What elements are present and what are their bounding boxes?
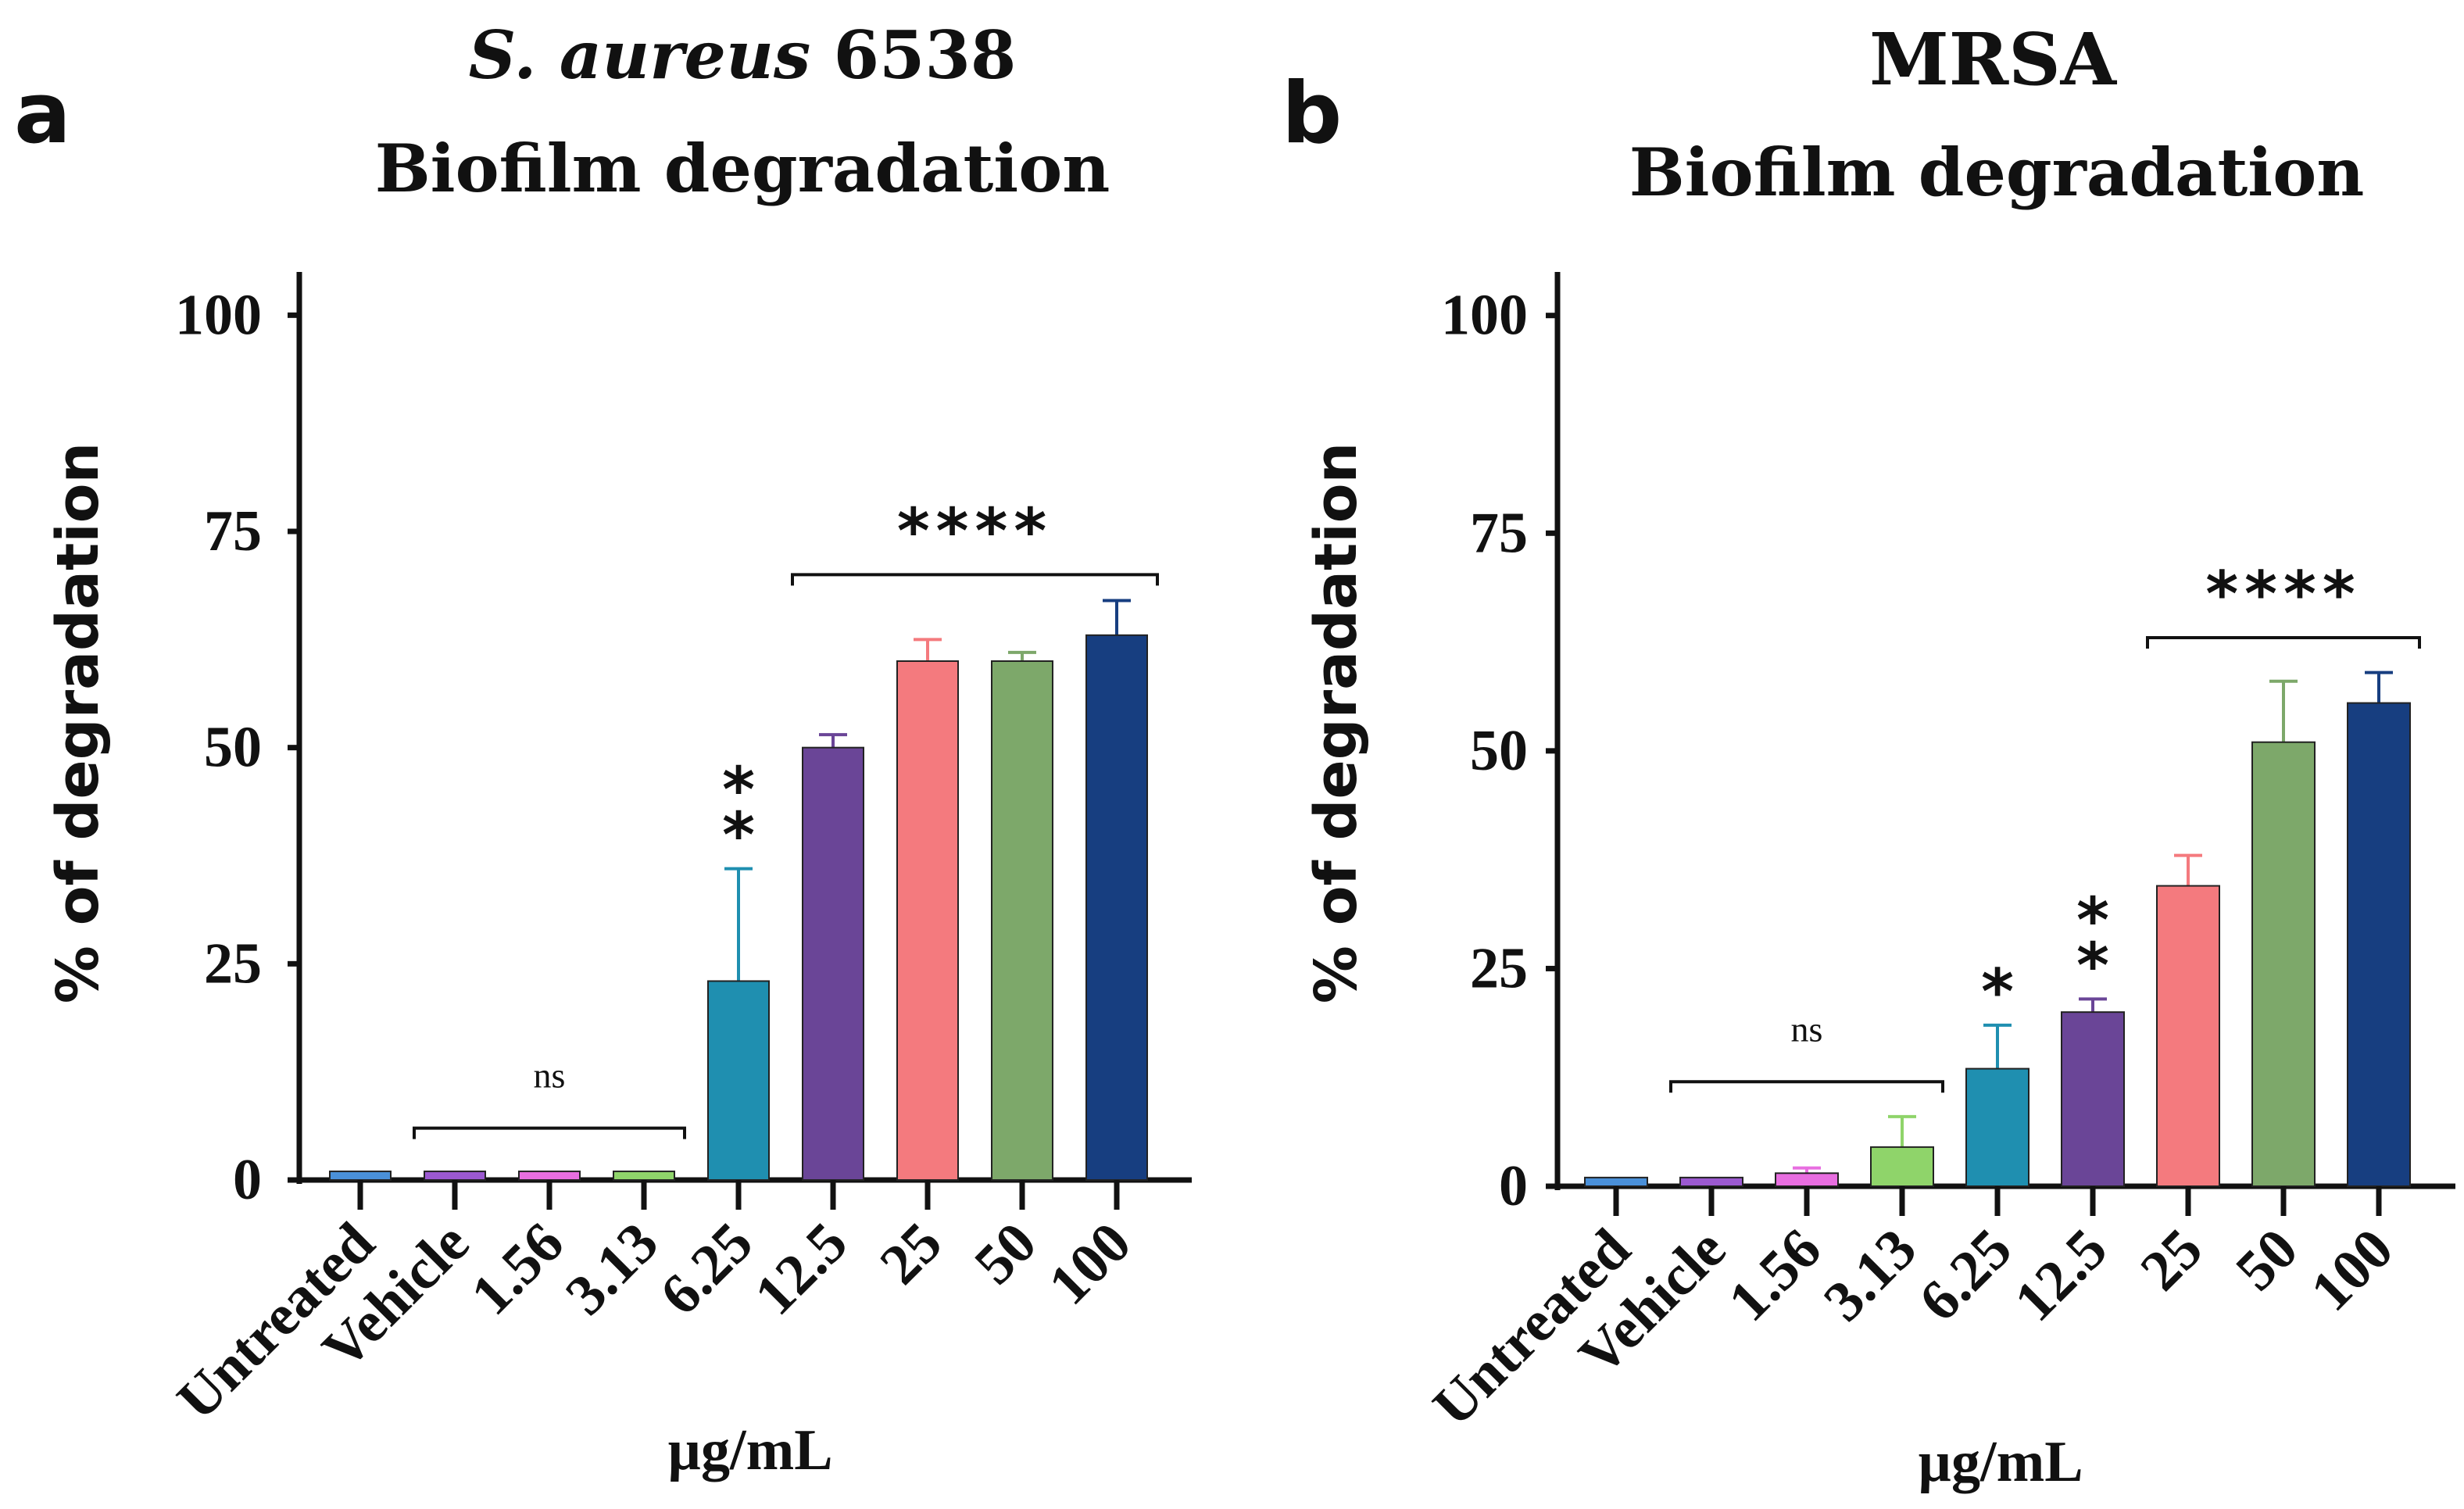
panel-b-bracket-label: ns <box>1791 1009 1823 1049</box>
panel-a-plot: 0255075100UntreatedVehicle1.563.136.2512… <box>165 272 1192 1432</box>
panel-a-significance-star: * <box>722 754 755 827</box>
panel-a-bar <box>518 1170 581 1182</box>
panel-b-bar <box>2061 1011 2125 1187</box>
panel-b-x-tick-label: 50 <box>2224 1217 2310 1303</box>
panel-b-x-tick-label: 100 <box>2299 1217 2405 1323</box>
panel-a-bar <box>991 660 1053 1181</box>
panel-a-bracket <box>413 1126 686 1139</box>
panel-a-y-tick-label: 25 <box>204 932 262 996</box>
panel-a-x-tick-label: 6.25 <box>648 1210 765 1328</box>
panel-b-bar <box>1775 1172 1839 1188</box>
panel-b-x-tick-label: 3.13 <box>1811 1217 1929 1334</box>
panel-b-x-axis-label: µg/mL <box>1918 1430 2083 1494</box>
panel-b-bar <box>2347 702 2411 1187</box>
panel-b-y-tick-label: 50 <box>1470 719 1528 783</box>
panel-a-title-rest: 6538 <box>810 16 1016 94</box>
panel-b-significance-star: * <box>2076 929 2109 1002</box>
panel-a-y-tick-label: 75 <box>204 499 262 563</box>
panel-b-bar <box>1965 1067 2029 1187</box>
panel-a-title: S. aureus 6538 <box>469 16 1017 94</box>
panel-b-y-tick-label: 100 <box>1441 284 1528 348</box>
panel-a-bar <box>329 1170 392 1182</box>
panel-b-bracket <box>2146 636 2421 649</box>
panel-a-x-tick-label: 50 <box>963 1210 1049 1296</box>
panel-a-bar <box>1085 634 1148 1181</box>
panel-b-plot: 0255075100UntreatedVehicle1.563.136.2512… <box>1421 272 2455 1439</box>
panel-a-bracket-label: ns <box>534 1056 566 1096</box>
panel-b-bar <box>1679 1176 1743 1188</box>
panel-a-x-tick-label: 1.56 <box>459 1210 576 1328</box>
panel-a-y-axis-label: % of degradation <box>45 442 112 1003</box>
panel-b-y-axis-label: % of degradation <box>1303 442 1370 1003</box>
panel-b-x-tick-label: 1.56 <box>1716 1217 1833 1334</box>
panel-a-bar <box>896 660 959 1181</box>
panel-a-x-tick-label: 100 <box>1037 1210 1143 1317</box>
panel-a-bar <box>802 746 864 1181</box>
panel-b-x-tick-label: 6.25 <box>1907 1217 2024 1334</box>
panel-a-x-tick-label: 12.5 <box>742 1210 860 1328</box>
panel-a-bracket <box>791 573 1159 586</box>
panel-a-title-italic: S. aureus <box>469 16 811 94</box>
panel-a-y-tick-label: 0 <box>233 1148 262 1212</box>
panel-a-x-tick-label: 25 <box>868 1210 954 1296</box>
panel-a-bar <box>707 980 770 1182</box>
panel-a-label: a <box>14 65 71 163</box>
panel-b-label: b <box>1282 65 1342 163</box>
panel-b-significance-star: * <box>2076 884 2109 957</box>
panel-a-x-tick-label: 3.13 <box>553 1210 671 1328</box>
panel-b-y-tick-label: 25 <box>1470 936 1528 1000</box>
panel-b-x-tick-label: 12.5 <box>2002 1217 2119 1334</box>
panel-a-x-axis-label: µg/mL <box>667 1418 832 1482</box>
panel-a-bar <box>613 1170 675 1182</box>
panel-b-y-tick-label: 0 <box>1499 1154 1528 1218</box>
panel-b-bar <box>2251 741 2316 1187</box>
panel-b-bar <box>1584 1176 1648 1188</box>
panel-a-y-tick-label: 100 <box>175 283 262 347</box>
panel-b-subtitle: Biofilm degradation <box>1629 134 2365 211</box>
panel-b-bar <box>1870 1146 1934 1188</box>
panel-a-significance-star: * <box>722 799 755 872</box>
panel-b-x-tick-label: 25 <box>2129 1217 2215 1303</box>
panel-b-title: MRSA <box>1869 17 2118 102</box>
panel-b-y-tick-label: 75 <box>1470 501 1528 565</box>
panel-b-bracket <box>1669 1080 1944 1093</box>
panel-a-subtitle: Biofilm degradation <box>375 130 1110 207</box>
panel-a-bar <box>424 1170 486 1182</box>
panel-b-bar <box>2156 885 2220 1187</box>
panel-b-bracket-label: **** <box>2205 558 2361 631</box>
panel-a-bracket-label: **** <box>897 495 1053 567</box>
panel-b-significance-star: * <box>1981 956 2014 1028</box>
panel-a-y-tick-label: 50 <box>204 716 262 780</box>
